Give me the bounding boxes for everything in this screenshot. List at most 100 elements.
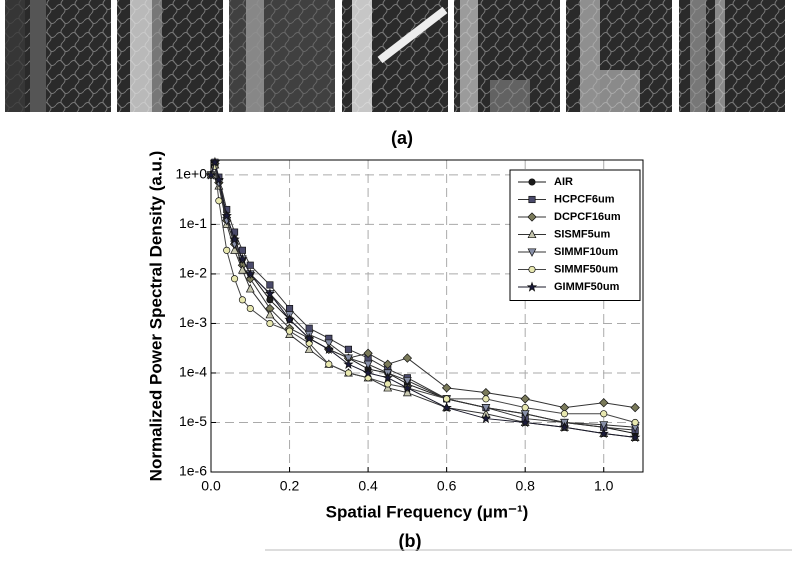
- y-tick-label: 1e-4: [179, 364, 207, 380]
- x-tick-label: 0.0: [201, 478, 221, 494]
- marker: [344, 354, 353, 363]
- legend-marker: [527, 229, 537, 239]
- legend-marker: [527, 212, 537, 222]
- marker: [324, 339, 334, 349]
- legend: AIR HCPCF6um DCPCF16um SISMF5um SIMMF10um SIM…: [509, 169, 641, 301]
- marker: [238, 296, 246, 304]
- marker: [285, 327, 294, 335]
- marker: [344, 345, 353, 353]
- marker: [246, 304, 254, 313]
- x-tick-label: 0.8: [515, 478, 535, 494]
- marker: [221, 210, 232, 221]
- marker: [559, 421, 570, 432]
- legend-label: HCPCF6um: [554, 193, 615, 205]
- y-tick-label: 1e-3: [179, 314, 207, 330]
- legend-marker: [528, 195, 536, 204]
- legend-label: SISMF5um: [554, 228, 610, 240]
- marker: [481, 404, 491, 413]
- marker: [285, 304, 294, 313]
- micrograph: [117, 0, 223, 112]
- marker: [631, 418, 639, 427]
- legend-marker: [527, 248, 537, 257]
- y-tick-label: 1e-2: [179, 265, 207, 281]
- marker: [265, 309, 275, 319]
- y-tick-label: 1e-6: [179, 463, 207, 479]
- marker: [383, 359, 393, 369]
- marker: [521, 404, 529, 412]
- marker: [231, 275, 239, 283]
- legend-label: SIMMF50um: [554, 263, 618, 275]
- marker: [284, 313, 295, 325]
- marker: [520, 394, 530, 404]
- marker: [325, 360, 333, 368]
- x-tick-label: 0.6: [437, 478, 457, 494]
- marker: [363, 360, 373, 370]
- marker: [362, 367, 374, 378]
- marker: [382, 372, 393, 383]
- y-tick-label: 1e+0: [175, 166, 207, 182]
- marker: [402, 377, 412, 386]
- x-tick-label: 1.0: [594, 478, 614, 494]
- y-axis-label: Normalized Power Spectral Density (a.u.): [146, 151, 165, 482]
- marker: [205, 169, 217, 180]
- marker: [237, 253, 248, 264]
- marker: [323, 343, 334, 355]
- legend-label: GIMMF50um: [554, 281, 620, 293]
- marker: [343, 358, 354, 369]
- marker: [629, 431, 641, 443]
- marker: [443, 395, 451, 403]
- marker: [305, 324, 313, 332]
- marker: [441, 383, 452, 393]
- marker: [402, 382, 413, 393]
- legend-label: AIR: [554, 176, 573, 188]
- micrograph: [566, 0, 672, 112]
- marker: [238, 265, 247, 274]
- marker: [245, 268, 256, 279]
- marker: [266, 319, 274, 328]
- legend-label: SIMMF10um: [554, 246, 618, 258]
- marker: [402, 387, 412, 397]
- micrograph: [5, 0, 111, 112]
- micrograph: [229, 0, 335, 112]
- micrograph: [342, 0, 448, 112]
- marker: [304, 344, 314, 353]
- marker: [229, 233, 240, 245]
- marker: [480, 413, 492, 424]
- y-tick-label: 1e-1: [179, 215, 207, 231]
- x-tick-label: 0.2: [280, 478, 300, 494]
- micrograph: [454, 0, 560, 112]
- x-axis-label: Spatial Frequency (μm⁻¹): [326, 502, 529, 521]
- marker: [230, 245, 239, 254]
- marker: [266, 281, 274, 289]
- axes-frame: [210, 159, 644, 473]
- marker: [520, 416, 531, 428]
- marker: [215, 197, 223, 205]
- marker: [599, 421, 609, 430]
- marker: [363, 348, 373, 358]
- marker: [209, 156, 221, 167]
- x-tick-label: 0.4: [358, 478, 378, 494]
- image-row: [5, 0, 785, 112]
- plot: 1e-6 1e-5 1e-4 1e-3 1e-2 1e-1 1e+0 0.0 0.2 0.4 0.6…: [175, 156, 644, 494]
- marker: [402, 353, 413, 363]
- panel-label: (b): [399, 531, 422, 551]
- legend-marker: [528, 265, 536, 274]
- marker: [441, 402, 452, 413]
- marker: [482, 395, 490, 403]
- marker: [344, 369, 353, 377]
- marker: [246, 261, 254, 269]
- marker: [600, 410, 608, 418]
- marker: [223, 246, 231, 254]
- legend-marker: [528, 178, 536, 186]
- marker: [213, 174, 225, 185]
- marker: [264, 288, 276, 299]
- marker: [598, 427, 609, 439]
- marker: [304, 332, 315, 344]
- marker: [245, 283, 255, 293]
- y-tick-label: 1e-5: [179, 413, 207, 429]
- marker: [599, 398, 609, 408]
- panel-label: (a): [391, 128, 413, 148]
- micrograph: [679, 0, 785, 112]
